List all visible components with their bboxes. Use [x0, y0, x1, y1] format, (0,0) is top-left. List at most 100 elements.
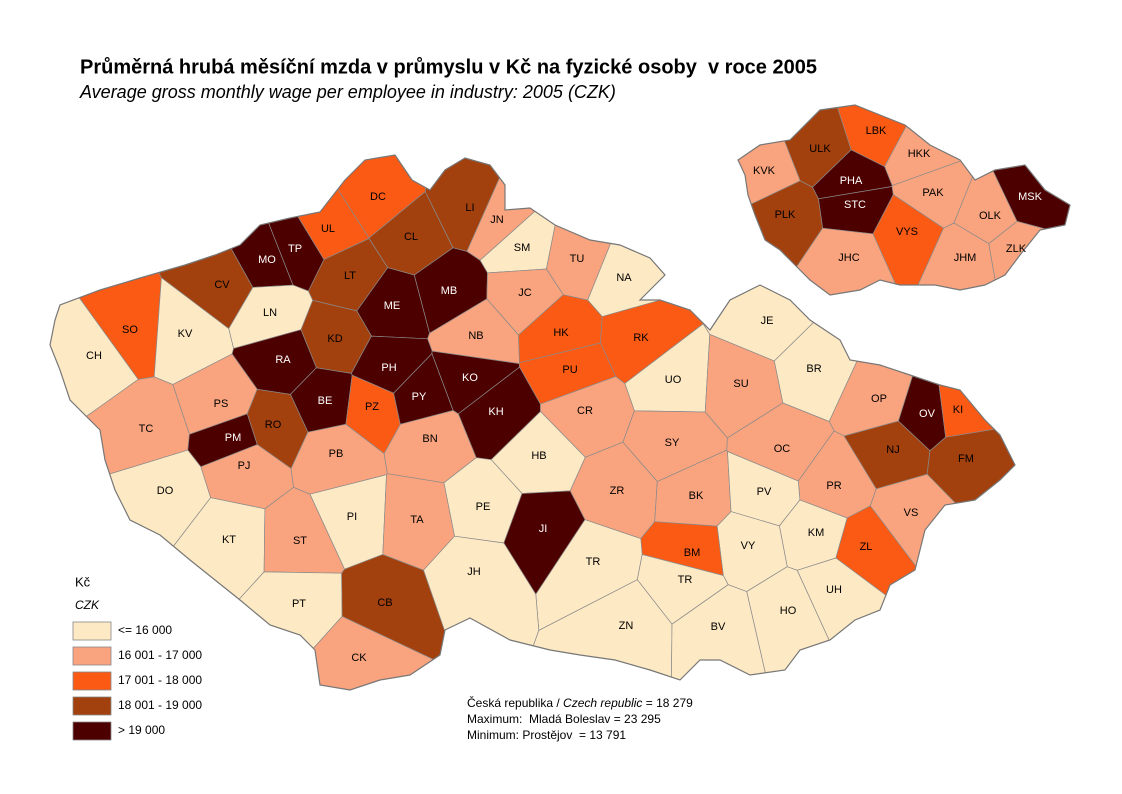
- district-label: JHM: [954, 252, 977, 264]
- district-label: MO: [258, 254, 276, 266]
- district-label: KT: [222, 534, 236, 546]
- district-label: STC: [844, 199, 866, 211]
- district-label: KVK: [753, 165, 776, 177]
- note-country-cz: Česká republika /: [467, 695, 563, 710]
- district-label: JI: [539, 523, 548, 535]
- district-label: NA: [616, 272, 632, 284]
- district-label: ULK: [809, 143, 831, 155]
- subtitle: Average gross monthly wage per employee …: [79, 82, 616, 102]
- district-label: ZLK: [1006, 243, 1027, 255]
- district-label: CV: [214, 279, 230, 291]
- district-label: CL: [404, 231, 418, 243]
- district-label: TP: [288, 243, 302, 255]
- legend-label: > 19 000: [118, 723, 165, 737]
- district-label: SO: [122, 324, 138, 336]
- district-area: [796, 557, 1015, 690]
- district-label: BM: [684, 547, 701, 559]
- district-label: RO: [265, 419, 282, 431]
- legend-label: 16 001 - 17 000: [118, 648, 202, 662]
- district-label: BE: [318, 395, 333, 407]
- district-label: PU: [562, 364, 577, 376]
- district-label: VYS: [896, 226, 918, 238]
- district-label: ZR: [610, 485, 625, 497]
- district-label: PM: [225, 432, 242, 444]
- legend-subtitle: CZK: [75, 598, 100, 612]
- district-label: OV: [919, 408, 936, 420]
- legend-label: <= 16 000: [118, 623, 172, 637]
- district-label: PV: [757, 486, 772, 498]
- district-label: HB: [531, 450, 546, 462]
- district-label: OLK: [979, 210, 1002, 222]
- title: Průměrná hrubá měsíční mzda v průmyslu v…: [80, 56, 817, 78]
- district-label: PHA: [840, 175, 863, 187]
- district-label: HO: [780, 605, 797, 617]
- district-label: DO: [157, 485, 174, 497]
- note-maximum: Maximum: Mladá Boleslav = 23 295: [467, 712, 661, 726]
- district-label: KD: [327, 333, 342, 345]
- district-area: [869, 473, 1015, 690]
- district-label: LI: [465, 202, 474, 214]
- district-label: PH: [381, 362, 396, 374]
- district-label: CH: [86, 350, 102, 362]
- district-label: TC: [139, 423, 154, 435]
- district-label: PAK: [922, 187, 944, 199]
- district-area: [50, 449, 211, 690]
- district-label: PLK: [775, 209, 796, 221]
- district-label: ST: [293, 535, 307, 547]
- district-label: CB: [377, 597, 392, 609]
- district-label: JE: [761, 315, 774, 327]
- district-label: PB: [329, 448, 344, 460]
- legend-label: 18 001 - 19 000: [118, 698, 202, 712]
- district-label: FM: [958, 453, 974, 465]
- district-label: PR: [826, 480, 841, 492]
- district-label: PJ: [238, 460, 251, 472]
- district-label: PE: [476, 501, 491, 513]
- district-label: MB: [441, 285, 458, 297]
- district-label: KV: [178, 328, 193, 340]
- district-label: PY: [412, 391, 427, 403]
- district-label: KI: [953, 404, 963, 416]
- district-label: BV: [711, 621, 726, 633]
- district-label: LN: [263, 307, 277, 319]
- legend: Kč CZK <= 16 000 16 001 - 17 000 17 001 - …: [72, 574, 202, 741]
- district-label: LT: [344, 270, 356, 282]
- district-label: UH: [826, 584, 842, 596]
- district-label: DC: [370, 191, 386, 203]
- district-label: TR: [678, 574, 693, 586]
- district-label: HK: [553, 327, 569, 339]
- notes: Česká republika / Czech republic = 18 27…: [467, 695, 693, 742]
- district-label: KO: [462, 372, 478, 384]
- district-label: CR: [577, 405, 593, 417]
- note-minimum: Minimum: Prostějov = 13 791: [467, 728, 626, 742]
- district-label: PZ: [365, 401, 379, 413]
- legend-label: 17 001 - 18 000: [118, 673, 202, 687]
- district-label: ME: [384, 300, 401, 312]
- district-label: JHC: [838, 252, 859, 264]
- legend-swatch: [72, 671, 112, 691]
- legend-swatch: [72, 621, 112, 641]
- district-label: TU: [570, 253, 585, 265]
- district-label: BN: [422, 433, 437, 445]
- district-label: NB: [468, 330, 483, 342]
- district-label: JC: [518, 287, 532, 299]
- legend-title: Kč: [75, 574, 91, 589]
- district-label: TR: [586, 556, 601, 568]
- district-label: KM: [808, 527, 825, 539]
- legend-swatch: [72, 646, 112, 666]
- district-area: [988, 221, 1070, 295]
- district-label: KH: [488, 406, 503, 418]
- district-label: UL: [321, 223, 335, 235]
- district-label: NJ: [886, 444, 899, 456]
- district-label: CK: [351, 652, 367, 664]
- district-area: [738, 180, 823, 295]
- district-label: OC: [774, 443, 791, 455]
- district-label: PI: [347, 511, 357, 523]
- district-label: RA: [275, 354, 291, 366]
- district-label: BR: [806, 363, 821, 375]
- legend-swatch: [72, 721, 112, 741]
- district-label: UO: [665, 374, 682, 386]
- note-country: Česká republika / Czech republic = 18 27…: [467, 695, 693, 710]
- district-label: VS: [904, 507, 919, 519]
- district-label: OP: [871, 393, 887, 405]
